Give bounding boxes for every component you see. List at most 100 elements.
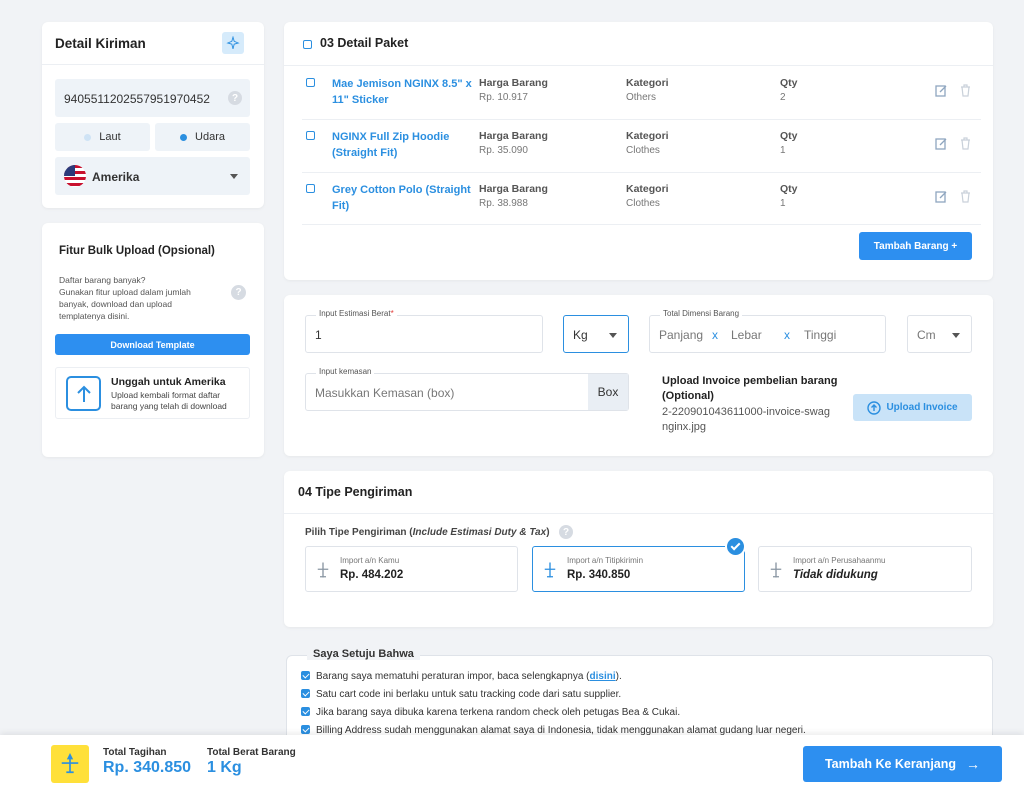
details-link[interactable]: disini [589, 671, 616, 682]
agreement-item[interactable]: Satu cart code ini berlaku untuk satu tr… [301, 689, 621, 700]
add-item-button[interactable]: Tambah Barang + [859, 232, 972, 260]
price-value: Rp. 38.988 [479, 198, 528, 209]
agreement-title: Saya Setuju Bahwa [307, 648, 420, 660]
download-template-button[interactable]: Download Template [55, 334, 250, 355]
price-value: Rp. 10.917 [479, 92, 528, 103]
agree-checkbox[interactable] [301, 707, 310, 716]
upload-dropzone[interactable]: Unggah untuk Amerika Upload kembali form… [55, 367, 250, 419]
qty-value: 1 [780, 145, 786, 156]
qty-header: Qty [780, 77, 798, 89]
select-all-checkbox[interactable] [303, 40, 312, 49]
price-value: Rp. 35.090 [479, 145, 528, 156]
category-value: Others [626, 92, 657, 103]
shipment-title: Detail Kiriman [55, 36, 146, 51]
agreement-item[interactable]: Barang saya mematuhi peraturan impor, ba… [301, 671, 622, 682]
category-header: Kategori [626, 130, 669, 142]
category-header: Kategori [626, 183, 669, 195]
packaging-input[interactable]: Input kemasan Masukkan Kemasan (box) Box [305, 367, 629, 411]
shipping-option-personal[interactable]: Import a/n Kamu Rp. 484.202 [305, 546, 518, 592]
trash-icon[interactable] [960, 190, 971, 203]
shipping-card: 04 Tipe Pengiriman Pilih Tipe Pengiriman… [284, 471, 993, 627]
plane-icon [222, 32, 244, 54]
shipment-card: Detail Kiriman 9405511202557951970452 ? … [42, 22, 264, 208]
qty-value: 2 [780, 92, 786, 103]
agreement-item[interactable]: Billing Address sudah menggunakan alamat… [301, 725, 806, 736]
plane-icon [770, 562, 782, 578]
add-to-cart-button[interactable]: Tambah Ke Keranjang → [803, 746, 1002, 782]
plane-icon [544, 562, 556, 578]
invoice-filename: 2-220901043611000-invoice-swagnginx.jpg [662, 406, 830, 433]
plane-icon [317, 562, 329, 578]
chevron-down-icon [230, 174, 238, 179]
invoice-title: Upload Invoice pembelian barang (Optiona… [662, 375, 838, 402]
qty-header: Qty [780, 130, 798, 142]
chevron-down-icon [609, 333, 617, 338]
tracking-code-value: 9405511202557951970452 [64, 92, 210, 106]
category-value: Clothes [626, 198, 660, 209]
packaging-suffix: Box [588, 374, 628, 410]
option-label: Import a/n Perusahaanmu [793, 556, 886, 565]
weight-value: 1 [315, 328, 322, 342]
mode-laut-radio[interactable]: Laut [55, 123, 150, 151]
item-checkbox[interactable] [306, 184, 315, 193]
help-icon[interactable]: ? [231, 285, 246, 300]
upload-invoice-button[interactable]: Upload Invoice [853, 394, 972, 421]
dimension-unit-value: Cm [917, 328, 936, 342]
length-field[interactable]: Panjang [659, 328, 704, 342]
packaging-placeholder: Masukkan Kemasan (box) [315, 386, 455, 400]
weight-input[interactable]: Input Estimasi Berat* 1 [305, 309, 543, 353]
radio-dot-selected-icon [180, 133, 188, 141]
dimension-input[interactable]: Total Dimensi Barang Panjang x Lebar x T… [649, 309, 886, 353]
upload-invoice-label: Upload Invoice [886, 402, 958, 413]
item-name[interactable]: NGINX Full Zip Hoodie (Straight Fit) [332, 131, 450, 159]
agreement-item[interactable]: Jika barang saya dibuka karena terkena r… [301, 707, 680, 718]
option-value: Rp. 340.850 [567, 569, 631, 581]
help-icon[interactable]: ? [559, 525, 573, 539]
item-name[interactable]: Grey Cotton Polo (Straight Fit) [332, 184, 471, 212]
agree-checkbox[interactable] [301, 671, 310, 680]
agree-checkbox[interactable] [301, 725, 310, 734]
upload-arrow-icon [66, 376, 101, 411]
weight-total-label: Total Berat Barang [207, 747, 296, 758]
edit-icon[interactable] [935, 137, 947, 150]
width-field[interactable]: Lebar [731, 328, 762, 342]
edit-icon[interactable] [935, 84, 947, 97]
trash-icon[interactable] [960, 137, 971, 150]
mode-udara-radio[interactable]: Udara [155, 123, 250, 151]
package-title: 03 Detail Paket [320, 36, 409, 50]
upload-desc: Upload kembali format daftar barang yang… [111, 390, 227, 411]
dimension-unit-select[interactable]: Cm [907, 315, 972, 353]
price-header: Harga Barang [479, 183, 548, 195]
total-value: Rp. 340.850 [103, 759, 192, 776]
weight-unit-value: Kg [573, 328, 588, 342]
times-sign: x [712, 328, 718, 342]
price-header: Harga Barang [479, 130, 548, 142]
dimension-label: Total Dimensi Barang [660, 309, 743, 318]
mode-udara-label: Udara [195, 131, 225, 143]
option-label: Import a/n Kamu [340, 556, 400, 565]
help-icon[interactable]: ? [228, 91, 242, 105]
table-row: NGINX Full Zip Hoodie (Straight Fit) Har… [284, 120, 993, 172]
country-value: Amerika [92, 170, 140, 184]
option-value: Tidak didukung [793, 569, 878, 581]
edit-icon[interactable] [935, 190, 947, 203]
country-select[interactable]: Amerika [55, 157, 250, 195]
trash-icon[interactable] [960, 84, 971, 97]
category-header: Kategori [626, 77, 669, 89]
item-checkbox[interactable] [306, 78, 315, 87]
agree-checkbox[interactable] [301, 689, 310, 698]
add-to-cart-label: Tambah Ke Keranjang [824, 757, 957, 771]
shipping-option-titipkirimin[interactable]: Import a/n Titipkirimin Rp. 340.850 [532, 536, 746, 592]
item-checkbox[interactable] [306, 131, 315, 140]
bulk-upload-card: Fitur Bulk Upload (Opsional) Daftar bara… [42, 223, 264, 457]
radio-dot-icon [84, 133, 92, 141]
item-name[interactable]: Mae Jemison NGINX 8.5" x 11" Sticker [332, 78, 472, 106]
bulk-title: Fitur Bulk Upload (Opsional) [59, 245, 215, 257]
height-field[interactable]: Tinggi [804, 328, 837, 342]
chevron-down-icon [952, 333, 960, 338]
weight-unit-select[interactable]: Kg [563, 315, 629, 353]
table-row: Grey Cotton Polo (Straight Fit) Harga Ba… [284, 173, 993, 225]
tracking-code-field[interactable]: 9405511202557951970452 ? [55, 79, 250, 117]
packaging-label: Input kemasan [316, 367, 375, 376]
shipping-option-company[interactable]: Import a/n Perusahaanmu Tidak didukung [758, 546, 972, 592]
